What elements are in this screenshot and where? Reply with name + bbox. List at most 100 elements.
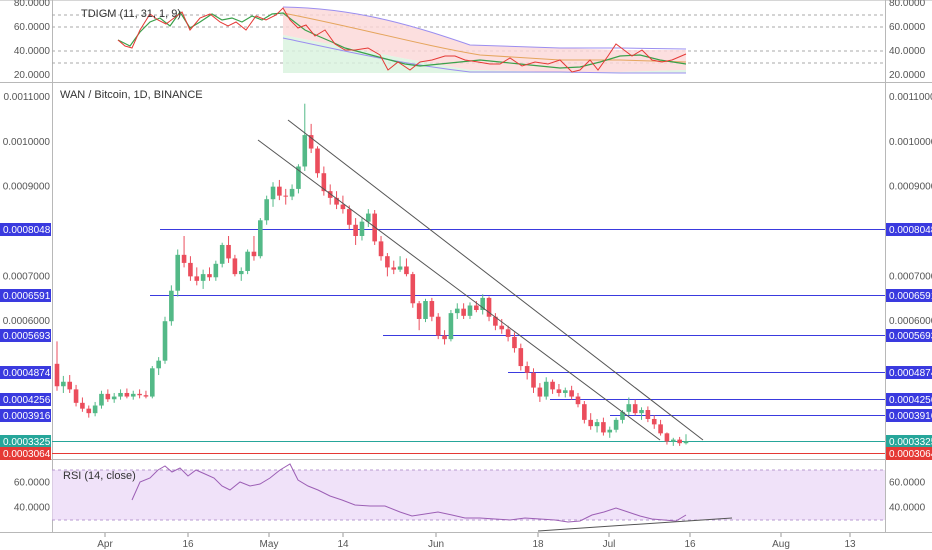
candle-body[interactable] <box>61 381 66 387</box>
candle-body[interactable] <box>505 329 511 337</box>
candle-body[interactable] <box>238 270 244 275</box>
candle-body[interactable] <box>73 389 79 403</box>
candle-body[interactable] <box>111 396 117 400</box>
candle-body[interactable] <box>359 221 365 236</box>
candle-body[interactable] <box>397 266 403 270</box>
candle-body[interactable] <box>105 393 111 400</box>
candle-body[interactable] <box>258 220 263 257</box>
candle-body[interactable] <box>524 366 530 373</box>
candle-body[interactable] <box>54 363 60 387</box>
candle-body[interactable] <box>340 204 346 210</box>
candle-body[interactable] <box>175 254 181 291</box>
candle-body[interactable] <box>429 301 435 317</box>
candle-body[interactable] <box>302 135 308 167</box>
candle-body[interactable] <box>92 405 98 414</box>
candle-body[interactable] <box>423 301 428 319</box>
candle-body[interactable] <box>385 256 390 268</box>
candle-body[interactable] <box>277 186 282 196</box>
candle-body[interactable] <box>181 254 187 263</box>
candle-body[interactable] <box>137 393 142 396</box>
candle-body[interactable] <box>613 419 619 430</box>
candle-body[interactable] <box>448 313 454 340</box>
candle-body[interactable] <box>575 396 581 405</box>
candle-body[interactable] <box>670 439 676 442</box>
candle-body[interactable] <box>645 410 651 419</box>
candle-body[interactable] <box>188 262 193 277</box>
candle-body[interactable] <box>416 303 422 319</box>
candle-body[interactable] <box>391 267 397 270</box>
trendline-lower[interactable] <box>257 139 661 441</box>
candle-body[interactable] <box>518 348 524 367</box>
candle-body[interactable] <box>207 274 212 278</box>
candle-body[interactable] <box>353 224 358 236</box>
candle-body[interactable] <box>474 305 479 310</box>
candle-body[interactable] <box>321 173 327 192</box>
candle-body[interactable] <box>378 241 384 257</box>
trendline-upper[interactable] <box>287 119 704 441</box>
candle-body[interactable] <box>626 404 632 412</box>
candle-body[interactable] <box>232 258 238 275</box>
candle-body[interactable] <box>308 135 314 149</box>
candle-body[interactable] <box>162 321 168 361</box>
candle-body[interactable] <box>315 148 320 174</box>
candle-body[interactable] <box>86 408 92 414</box>
candle-body[interactable] <box>493 316 498 326</box>
candle-body[interactable] <box>194 276 200 281</box>
candle-body[interactable] <box>512 336 517 349</box>
candle-body[interactable] <box>334 197 339 205</box>
candle-body[interactable] <box>200 274 206 281</box>
candle-body[interactable] <box>651 418 657 425</box>
candle-body[interactable] <box>169 290 174 322</box>
candle-body[interactable] <box>569 390 574 397</box>
candle-body[interactable] <box>366 213 371 222</box>
candle-body[interactable] <box>346 209 352 225</box>
candle-body[interactable] <box>264 199 269 221</box>
candle-body[interactable] <box>486 297 492 317</box>
candle-body[interactable] <box>620 411 625 420</box>
candle-body[interactable] <box>156 360 161 369</box>
candle-body[interactable] <box>607 429 613 433</box>
candle-body[interactable] <box>80 402 85 409</box>
candle-body[interactable] <box>588 419 593 427</box>
rsi-trendline[interactable] <box>537 517 733 532</box>
candle-body[interactable] <box>677 439 682 444</box>
candle-body[interactable] <box>124 392 130 397</box>
candle-body[interactable] <box>67 381 73 390</box>
candle-body[interactable] <box>283 195 289 197</box>
candle-body[interactable] <box>461 308 466 316</box>
candle-body[interactable] <box>118 392 123 397</box>
candle-body[interactable] <box>435 316 441 336</box>
candle-body[interactable] <box>226 244 231 259</box>
candle-body[interactable] <box>683 441 689 444</box>
candle-body[interactable] <box>410 274 416 304</box>
candle-body[interactable] <box>130 393 136 397</box>
candle-body[interactable] <box>289 188 295 197</box>
candle-body[interactable] <box>556 389 562 393</box>
candle-body[interactable] <box>658 424 663 434</box>
candle-body[interactable] <box>270 186 276 200</box>
candle-body[interactable] <box>531 372 536 388</box>
candle-body[interactable] <box>550 381 555 390</box>
candle-body[interactable] <box>499 325 505 330</box>
price-panel[interactable] <box>52 103 885 454</box>
candle-body[interactable] <box>251 251 257 257</box>
candle-body[interactable] <box>99 393 104 406</box>
candle-body[interactable] <box>632 404 638 414</box>
candle-body[interactable] <box>213 263 219 278</box>
candle-body[interactable] <box>594 422 600 427</box>
candle-body[interactable] <box>245 251 250 271</box>
candle-body[interactable] <box>562 390 568 393</box>
candle-body[interactable] <box>404 266 409 275</box>
candle-body[interactable] <box>543 381 549 397</box>
candle-body[interactable] <box>454 308 460 314</box>
candle-body[interactable] <box>143 395 149 397</box>
candle-body[interactable] <box>296 166 301 189</box>
candle-body[interactable] <box>664 433 670 442</box>
candle-body[interactable] <box>442 335 447 340</box>
candle-body[interactable] <box>480 297 485 310</box>
candle-body[interactable] <box>327 191 333 198</box>
candle-body[interactable] <box>582 404 587 420</box>
candle-body[interactable] <box>219 244 225 264</box>
candle-body[interactable] <box>601 422 606 433</box>
